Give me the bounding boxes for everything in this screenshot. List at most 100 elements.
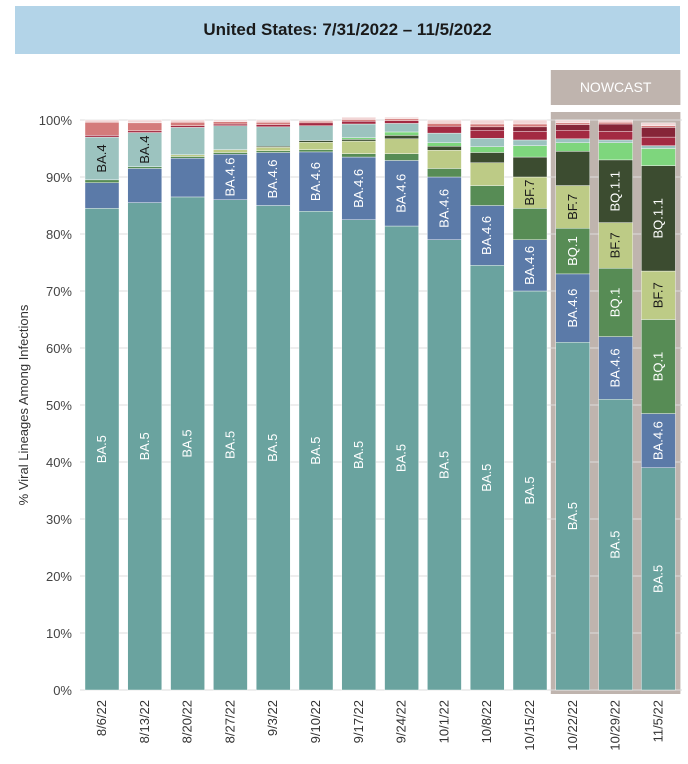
bar-label: BA.4 — [94, 144, 109, 172]
bar-segment — [213, 121, 248, 125]
bar-segment — [555, 151, 590, 186]
bar-segment — [641, 270, 676, 320]
bar-segment — [256, 150, 291, 153]
bar-labels: BA.5 BA.5 BA.5 BA.5 BA.5 BA.5 BA.5 BA.5 BA.5 BA.5… — [94, 136, 665, 593]
bar-segment — [598, 119, 633, 123]
bar-segment — [213, 199, 248, 691]
bar-segment — [170, 154, 205, 157]
bar-segment — [598, 222, 633, 269]
bar-segment — [555, 228, 590, 275]
bar-segment — [298, 120, 334, 124]
x-tick-label: 8/6/22 — [94, 700, 109, 736]
x-tick-label: 11/5/22 — [650, 700, 665, 742]
bar-segment — [512, 208, 548, 240]
bar-segment — [512, 176, 548, 209]
bar-segment — [298, 210, 334, 691]
bar-segment — [384, 138, 419, 154]
bar-segment — [555, 138, 590, 143]
bar-segment — [470, 205, 505, 266]
bar-label: BA.4.6 — [608, 348, 623, 387]
bar-segment — [470, 162, 505, 186]
bar-segment — [170, 122, 205, 126]
bar-label: BA.4.6 — [565, 289, 580, 328]
x-tick-label: 10/29/22 — [608, 700, 623, 751]
x-tick-label: 8/20/22 — [180, 700, 195, 743]
bar-segment — [427, 142, 462, 147]
bar-segment — [512, 156, 548, 178]
bar-segment — [341, 120, 376, 125]
bar-segment — [427, 132, 462, 144]
bar-segment — [298, 142, 334, 150]
x-tick-label: 9/24/22 — [394, 700, 409, 743]
bar-segment — [341, 140, 376, 154]
bar-segment — [598, 139, 633, 143]
bar-segment — [213, 123, 248, 126]
bar-segment — [170, 125, 205, 128]
y-tick-label: 70% — [46, 284, 72, 299]
bar-segment — [598, 131, 633, 141]
bar-segment — [470, 146, 505, 153]
bar-segment — [470, 130, 505, 139]
bar-segment — [512, 131, 548, 141]
y-tick-label: 90% — [46, 170, 72, 185]
bar-segment — [641, 125, 676, 128]
bar-label: BA.5 — [94, 435, 109, 463]
bar-segment — [384, 225, 419, 691]
bar-label: BA.5 — [308, 437, 323, 465]
bar-label: BA.5 — [479, 464, 494, 492]
bar-segment — [84, 136, 120, 181]
bar-segment — [256, 124, 291, 128]
bar-segment — [84, 179, 120, 183]
bar-label: BA.4.6 — [351, 169, 366, 208]
chart-title: United States: 7/31/2022 – 11/5/2022 — [15, 6, 680, 54]
bar-segment — [641, 122, 676, 126]
bar-segment — [170, 156, 205, 159]
bar-segment — [127, 168, 163, 203]
bar-segment — [84, 208, 120, 691]
bar-segment — [341, 116, 376, 120]
bar-segment — [641, 127, 676, 138]
bar-label: BF.7 — [522, 180, 537, 206]
bar-segment — [170, 157, 205, 198]
bar-segment — [384, 160, 419, 227]
bar-segment — [427, 176, 462, 240]
bar-label: BA.4.6 — [222, 157, 237, 196]
bar-segment — [213, 149, 248, 153]
bar-segment — [555, 122, 590, 125]
x-tick-label: 10/15/22 — [522, 700, 537, 751]
bar-segment — [512, 139, 548, 146]
bar-label: BA.5 — [608, 531, 623, 559]
x-tick-label: 9/17/22 — [351, 700, 366, 743]
x-tick-label: 10/8/22 — [479, 700, 494, 743]
bar-segment — [298, 119, 334, 122]
bar-segment — [598, 159, 633, 223]
bar-label: BA.4.6 — [265, 159, 280, 198]
x-tick-label: 10/22/22 — [565, 700, 580, 751]
bar-label: BA.5 — [222, 431, 237, 459]
bar-label: BQ.1.1 — [608, 171, 623, 211]
bar-segment — [256, 152, 291, 206]
bar-segment — [512, 145, 548, 158]
bar-segment — [341, 123, 376, 138]
bar-label: BQ.1 — [650, 352, 665, 382]
bar-label: BA.5 — [180, 429, 195, 457]
bar-segment — [555, 124, 590, 131]
bar-segment — [598, 122, 633, 125]
bar-segment — [298, 140, 334, 143]
bar-segment — [427, 119, 462, 124]
bar-label: BA.4 — [137, 136, 152, 164]
bar-label: BF.7 — [608, 232, 623, 258]
bar-segment — [341, 137, 376, 140]
bar-label: BA.5 — [351, 441, 366, 469]
bar-segment — [512, 290, 548, 691]
bar-segment — [641, 148, 676, 166]
bar-segment — [384, 135, 419, 140]
bar-segment — [84, 135, 120, 138]
bar-segment — [641, 165, 676, 272]
bar-label: BA.5 — [522, 476, 537, 504]
bar-segment — [341, 119, 376, 122]
bar-segment — [512, 239, 548, 292]
y-tick-label: 100% — [39, 113, 73, 128]
bar-label: BA.5 — [265, 434, 280, 462]
bar-segment — [298, 151, 334, 212]
